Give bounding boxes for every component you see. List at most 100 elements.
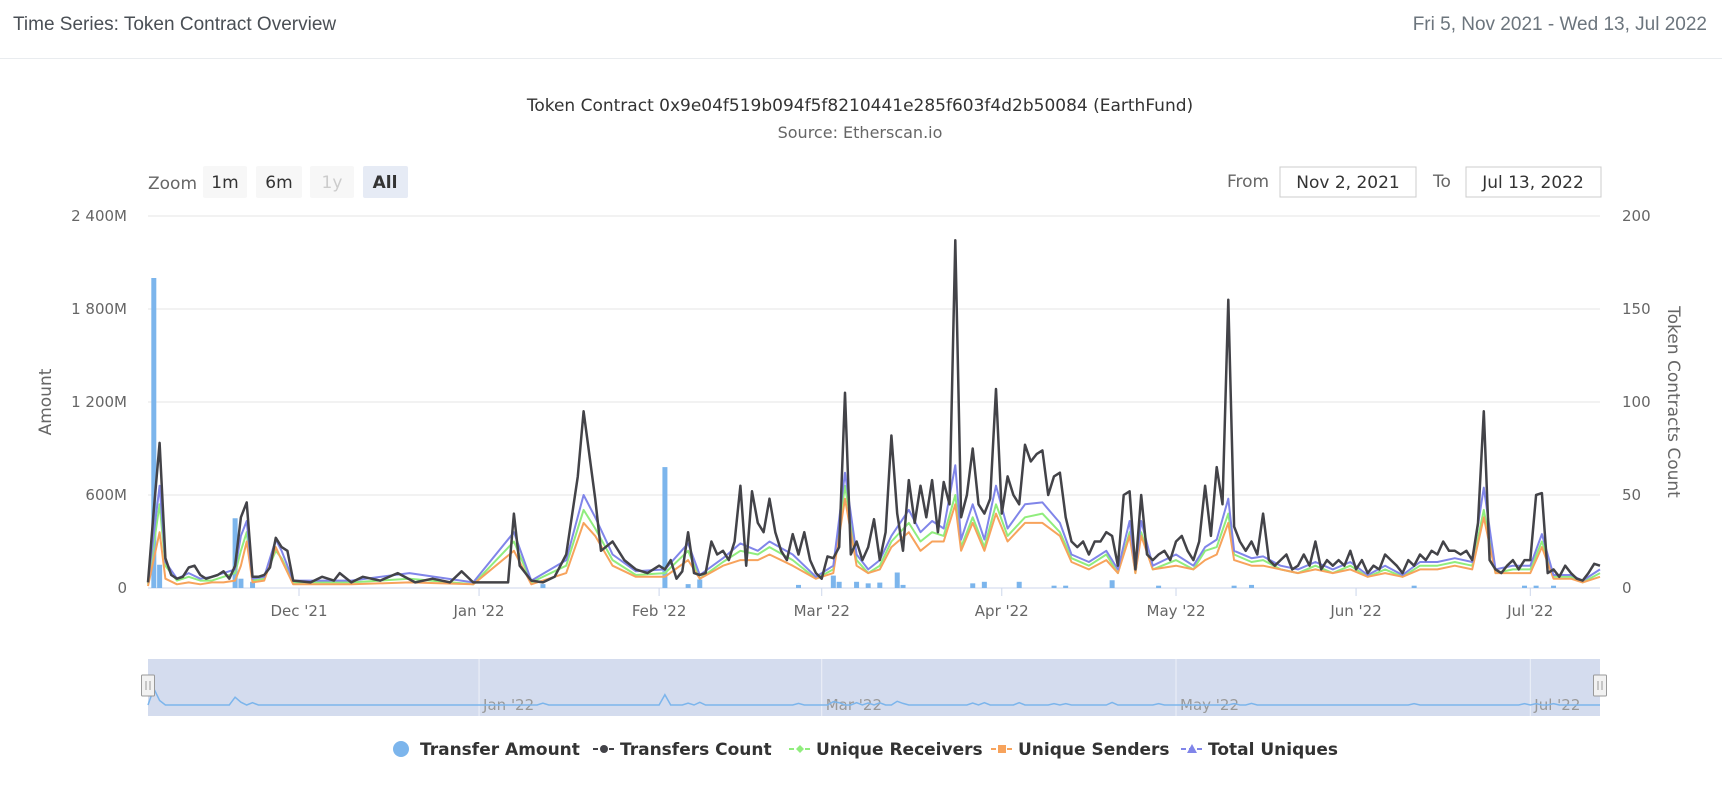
x-tick-label: Jul '22 bbox=[1506, 602, 1553, 620]
transfer-amount-bar bbox=[540, 584, 546, 588]
legend-item-total-uniques[interactable]: Total Uniques bbox=[1181, 740, 1338, 760]
navigator-mask bbox=[148, 659, 1600, 716]
y-axis-right-title: Token Contracts Count bbox=[1663, 305, 1683, 498]
transfer-amount-bar bbox=[836, 581, 842, 588]
zoom-button-1m[interactable]: 1m bbox=[203, 166, 247, 198]
legend-symbol bbox=[393, 741, 409, 757]
transfer-amount-bar bbox=[877, 582, 883, 588]
transfer-amount-bar bbox=[1063, 585, 1069, 588]
legend-item-transfers-count[interactable]: Transfers Count bbox=[593, 740, 772, 760]
transfer-amount-bar bbox=[894, 572, 900, 588]
from-label: From bbox=[1227, 172, 1269, 192]
navigator[interactable]: Jan '22 Mar '22 May '22 Jul '22 bbox=[141, 659, 1607, 716]
y-left-tick-label: 1 200M bbox=[71, 393, 127, 411]
y-right-tick-label: 100 bbox=[1622, 393, 1651, 411]
gridlines bbox=[148, 215, 1600, 589]
navigator-grid: Jan '22 Mar '22 May '22 Jul '22 bbox=[478, 659, 1580, 716]
legend: Transfer Amount Transfers Count Unique Rec… bbox=[393, 740, 1338, 760]
y-right-tick-label: 50 bbox=[1622, 486, 1641, 504]
unique-senders-line bbox=[147, 497, 1601, 587]
transfer-amount-bar bbox=[151, 278, 157, 588]
transfer-amount-bar bbox=[157, 564, 163, 588]
page-title: Time Series: Token Contract Overview bbox=[13, 14, 337, 35]
legend-item-transfer-amount[interactable]: Transfer Amount bbox=[393, 740, 580, 760]
zoom-button-1y: 1y bbox=[310, 166, 354, 198]
transfer-amount-bar bbox=[795, 584, 801, 588]
transfer-amount-bar bbox=[854, 581, 860, 588]
transfer-amount-bar bbox=[250, 581, 256, 588]
x-tick-label: Jan '22 bbox=[453, 602, 505, 620]
transfer-amount-bar bbox=[1016, 581, 1022, 588]
transfer-amount-bar bbox=[1109, 580, 1115, 588]
zoom-button-1m-label: 1m bbox=[211, 173, 238, 193]
transfers-count-line bbox=[146, 238, 1601, 584]
navigator-right-handle-icon[interactable] bbox=[1593, 674, 1607, 697]
legend-symbol bbox=[1187, 744, 1197, 753]
transfer-amount-bar bbox=[697, 579, 703, 588]
x-axis-ticks: Dec '21 Jan '22 Feb '22 Mar '22 Apr '22 May '… bbox=[271, 588, 1553, 620]
transfer-amount-bar bbox=[1156, 585, 1162, 588]
legend-label: Transfers Count bbox=[620, 740, 772, 760]
zoom-button-all-label: All bbox=[373, 173, 398, 193]
transfer-amount-bar bbox=[865, 583, 871, 588]
legend-label: Unique Senders bbox=[1018, 740, 1170, 760]
date-range-label: Fri 5, Nov 2021 - Wed 13, Jul 2022 bbox=[1412, 14, 1707, 35]
x-tick-label: Mar '22 bbox=[794, 602, 850, 620]
navigator-series-line bbox=[147, 686, 1600, 706]
chart-subtitle: Source: Etherscan.io bbox=[778, 123, 943, 142]
from-date-value: Nov 2, 2021 bbox=[1296, 173, 1399, 193]
transfer-amount-bar bbox=[1551, 585, 1557, 588]
transfer-amount-bar bbox=[1231, 585, 1237, 588]
chart-title: Token Contract 0x9e04f519b094f5f8210441e… bbox=[526, 96, 1193, 116]
to-label: To bbox=[1432, 172, 1451, 192]
y-axis-left-title: Amount bbox=[36, 368, 56, 435]
transfer-amount-bar bbox=[232, 518, 238, 588]
y-axis-left-ticks: 0 600M 1 200M 1 800M 2 400M bbox=[71, 207, 127, 597]
transfer-amount-bar bbox=[685, 584, 691, 588]
legend-item-unique-receivers[interactable]: Unique Receivers bbox=[789, 740, 983, 760]
y-axis-right-ticks: 0 50 100 150 200 bbox=[1622, 207, 1651, 597]
unique-receivers-line bbox=[147, 484, 1601, 586]
y-left-tick-label: 600M bbox=[85, 486, 127, 504]
legend-item-unique-senders[interactable]: Unique Senders bbox=[991, 740, 1170, 760]
transfer-amount-bar bbox=[1051, 585, 1057, 588]
legend-symbol bbox=[998, 745, 1006, 753]
y-left-tick-label: 0 bbox=[117, 579, 127, 597]
transfer-amount-bar bbox=[1249, 584, 1255, 588]
from-date-input[interactable]: Nov 2, 2021 bbox=[1279, 166, 1417, 198]
y-left-tick-label: 2 400M bbox=[71, 207, 127, 225]
transfer-amount-bar bbox=[1411, 585, 1417, 588]
zoom-button-1y-label: 1y bbox=[322, 173, 343, 193]
zoom-label: Zoom bbox=[148, 174, 197, 194]
to-date-input[interactable]: Jul 13, 2022 bbox=[1465, 166, 1602, 198]
zoom-button-6m-label: 6m bbox=[265, 173, 292, 193]
legend-symbol bbox=[600, 745, 608, 753]
y-right-tick-label: 200 bbox=[1622, 207, 1651, 225]
transfer-amount-bar bbox=[1533, 585, 1539, 588]
x-tick-label: May '22 bbox=[1147, 602, 1206, 620]
zoom-button-all[interactable]: All bbox=[363, 166, 408, 198]
x-tick-label: Apr '22 bbox=[975, 602, 1029, 620]
transfer-amount-bar bbox=[970, 583, 976, 588]
zoom-button-6m[interactable]: 6m bbox=[256, 166, 302, 198]
transfer-amount-bar bbox=[662, 467, 668, 588]
transfer-amount-bar bbox=[981, 581, 987, 588]
transfer-amount-bars bbox=[151, 278, 1557, 588]
series-lines bbox=[146, 238, 1601, 587]
y-right-tick-label: 0 bbox=[1622, 579, 1632, 597]
transfer-amount-bar bbox=[830, 575, 836, 588]
to-date-value: Jul 13, 2022 bbox=[1481, 173, 1584, 193]
legend-label: Transfer Amount bbox=[420, 740, 580, 760]
y-right-tick-label: 150 bbox=[1622, 300, 1651, 318]
x-tick-label: Feb '22 bbox=[632, 602, 687, 620]
x-tick-label: Dec '21 bbox=[271, 602, 328, 620]
navigator-tick-label: Mar '22 bbox=[826, 696, 882, 714]
legend-label: Unique Receivers bbox=[816, 740, 983, 760]
transfer-amount-bar bbox=[238, 578, 244, 588]
navigator-left-handle-icon[interactable] bbox=[141, 674, 155, 697]
x-tick-label: Jun '22 bbox=[1329, 602, 1381, 620]
transfer-amount-bar bbox=[1521, 585, 1527, 588]
y-left-tick-label: 1 800M bbox=[71, 300, 127, 318]
header: Time Series: Token Contract Overview Fri… bbox=[0, 0, 1722, 59]
